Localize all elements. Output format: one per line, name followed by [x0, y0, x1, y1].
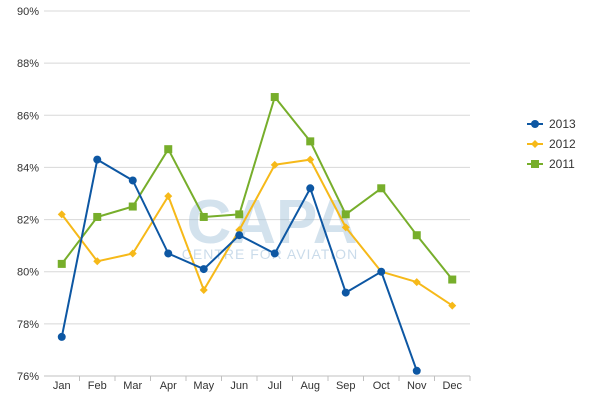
legend[interactable]: 2013 2012 2011: [527, 117, 576, 171]
legend-item-2012[interactable]: 2012: [527, 137, 576, 151]
data-point-2013[interactable]: [93, 155, 102, 164]
data-point-2013[interactable]: [164, 249, 173, 258]
data-point-2013[interactable]: [270, 249, 279, 258]
series-2011: [57, 93, 457, 284]
series-2012: [57, 155, 457, 310]
data-point-2013[interactable]: [341, 288, 350, 297]
x-tick-label: Apr: [160, 380, 177, 392]
y-tick-label: 88%: [17, 58, 39, 70]
legend-label: 2012: [549, 137, 576, 151]
y-tick-label: 80%: [17, 267, 39, 279]
data-point-2011[interactable]: [164, 145, 173, 154]
x-tick-label: Aug: [300, 380, 320, 392]
x-tick-label: Mar: [123, 380, 142, 392]
legend-marker[interactable]: [531, 120, 539, 128]
y-tick-label: 82%: [17, 215, 39, 227]
data-point-2011[interactable]: [235, 210, 244, 219]
data-point-2012[interactable]: [199, 285, 208, 294]
x-tick-label: Jan: [53, 380, 71, 392]
data-point-2011[interactable]: [377, 184, 386, 193]
data-point-2011[interactable]: [93, 212, 102, 221]
y-tick-label: 78%: [17, 319, 39, 331]
data-point-2012[interactable]: [164, 192, 173, 201]
legend-item-2013[interactable]: 2013: [527, 117, 576, 131]
data-point-2011[interactable]: [57, 259, 66, 268]
data-point-2011[interactable]: [306, 137, 315, 146]
data-point-2013[interactable]: [128, 176, 137, 185]
data-point-2011[interactable]: [341, 210, 350, 219]
x-tick-label: Jun: [230, 380, 248, 392]
y-tick-label: 76%: [17, 371, 39, 383]
x-tick-label: Feb: [88, 380, 107, 392]
legend-item-2011[interactable]: 2011: [527, 157, 575, 171]
legend-label: 2013: [549, 117, 576, 131]
watermark-tagline: CENTRE FOR AVIATION: [182, 246, 358, 262]
data-point-2012[interactable]: [93, 257, 102, 266]
data-point-2013[interactable]: [306, 184, 315, 193]
x-tick-label: May: [193, 380, 214, 392]
data-point-2013[interactable]: [412, 366, 421, 375]
y-tick-label: 84%: [17, 162, 39, 174]
series-lines: [57, 93, 457, 375]
data-point-2013[interactable]: [57, 332, 66, 341]
series-2013: [57, 155, 421, 375]
legend-marker[interactable]: [531, 140, 539, 148]
data-point-2013[interactable]: [235, 231, 244, 240]
data-point-2011[interactable]: [270, 93, 279, 102]
data-point-2012[interactable]: [57, 210, 66, 219]
x-tick-label: Sep: [336, 380, 356, 392]
y-tick-label: 86%: [17, 110, 39, 122]
data-point-2012[interactable]: [270, 160, 279, 169]
data-point-2012[interactable]: [306, 155, 315, 164]
data-point-2012[interactable]: [412, 278, 421, 287]
legend-marker[interactable]: [531, 160, 539, 168]
data-point-2013[interactable]: [377, 267, 386, 276]
x-tick-label: Jul: [268, 380, 282, 392]
data-point-2011[interactable]: [199, 212, 208, 221]
data-point-2012[interactable]: [448, 301, 457, 310]
series-line-2012: [61, 158, 453, 307]
legend-label: 2011: [549, 157, 575, 171]
data-point-2012[interactable]: [341, 223, 350, 232]
data-point-2012[interactable]: [128, 249, 137, 258]
data-point-2011[interactable]: [412, 231, 421, 240]
x-tick-label: Oct: [373, 380, 390, 392]
gridlines: [44, 10, 470, 377]
data-point-2013[interactable]: [199, 265, 208, 274]
x-tick-label: Dec: [442, 380, 462, 392]
data-point-2011[interactable]: [448, 275, 457, 284]
data-point-2011[interactable]: [128, 202, 137, 211]
series-line-2011: [61, 96, 454, 281]
x-tick-label: Nov: [407, 380, 427, 392]
y-tick-label: 90%: [17, 6, 39, 18]
axes: 76% 78% 80% 82% 84% 86% 88% 90% Jan Feb Mar Apr May J…: [17, 6, 471, 392]
